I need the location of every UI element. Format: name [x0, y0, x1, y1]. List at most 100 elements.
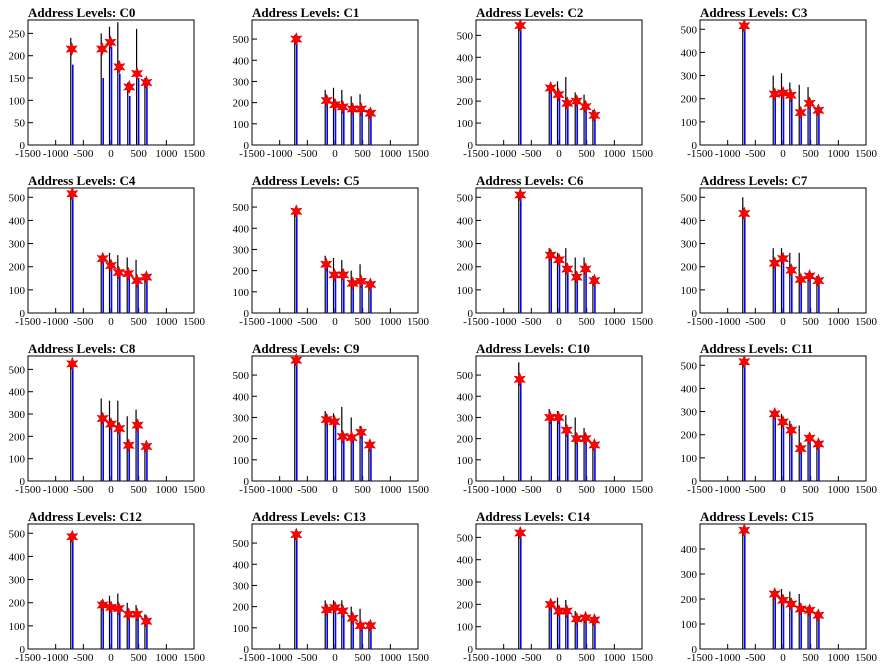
y-tick-label: 200 [681, 430, 698, 442]
x-tick-label: -500 [521, 652, 542, 664]
x-tick-label: 500 [578, 316, 595, 328]
peak-marker [768, 256, 781, 271]
x-tick-label: -500 [73, 484, 94, 496]
x-tick-label: 1500 [183, 652, 206, 664]
x-tick-label: 500 [802, 484, 819, 496]
chart-panel-c8: Address Levels: C80100200300400500-1500-… [9, 341, 206, 496]
peak-marker [336, 603, 350, 619]
peak-marker [776, 251, 790, 266]
y-tick-label: 400 [9, 387, 26, 399]
x-tick-label: 1500 [631, 484, 654, 496]
x-tick-label: -1000 [715, 316, 741, 328]
y-tick-label: 250 [9, 28, 26, 40]
chart-panel-c4: Address Levels: C40100200300400500-1500-… [9, 173, 206, 328]
x-tick-label: 0 [780, 316, 786, 328]
x-tick-label: 500 [130, 652, 147, 664]
peak-marker [346, 611, 359, 626]
peak-marker [560, 603, 574, 619]
x-tick-label: -500 [745, 484, 766, 496]
x-tick-label: 1500 [407, 484, 430, 496]
x-tick-label: 1000 [603, 484, 626, 496]
x-tick-label: 1500 [631, 148, 654, 160]
peak-marker [130, 66, 144, 81]
y-tick-label: 500 [457, 370, 474, 382]
chart-panel-c15: Address Levels: C15 0 100 200 300 400 -1500 -10… [681, 509, 878, 664]
y-tick-label: 300 [233, 412, 250, 424]
x-tick-label: 500 [354, 148, 371, 160]
chart-panel-c7: Address Levels: C70100200300400500-1500-… [681, 173, 878, 328]
chart-panel-c2: Address Levels: C20100200300400500-1500-… [457, 5, 654, 160]
x-tick-label: -1000 [43, 484, 69, 496]
peak-marker [289, 31, 303, 47]
peak-marker [65, 186, 79, 201]
y-tick-label: 100 [457, 622, 474, 634]
y-tick-label: 200 [9, 431, 26, 443]
x-tick-label: -1500 [687, 484, 713, 496]
y-tick-label: 0 [468, 140, 474, 152]
peak-marker [776, 85, 790, 101]
x-tick-label: 1000 [379, 148, 402, 160]
x-tick-label: -500 [73, 652, 94, 664]
chart-panel-c0: Address Levels: C0 0 50 100 150 200 250 -1500 -1… [9, 5, 206, 160]
x-tick-label: -500 [745, 652, 766, 664]
x-tick-label: 1500 [183, 316, 206, 328]
x-tick-label: 1500 [631, 652, 654, 664]
x-tick-label: -500 [521, 316, 542, 328]
peak-marker [588, 273, 601, 288]
peak-marker [812, 436, 825, 452]
x-tick-label: 1500 [407, 148, 430, 160]
y-tick-label: 500 [681, 192, 698, 204]
peak-marker [588, 108, 601, 123]
y-tick-label: 400 [681, 47, 698, 59]
y-tick-label: 400 [457, 52, 474, 64]
x-tick-label: -1500 [687, 316, 713, 328]
peak-marker [130, 607, 144, 622]
peak-marker [812, 608, 825, 623]
x-tick-label: 1000 [379, 484, 402, 496]
x-tick-label: 500 [802, 148, 819, 160]
y-tick-label: 0 [468, 644, 474, 656]
peak-marker [113, 421, 126, 436]
x-tick-label: 1000 [155, 484, 178, 496]
y-tick-label: 200 [9, 262, 26, 274]
chart-title: Address Levels: C7 [700, 173, 808, 188]
y-tick-label: 0 [20, 644, 26, 656]
peak-marker [354, 425, 368, 440]
y-tick-label: 400 [233, 223, 250, 235]
peak-marker [737, 18, 751, 33]
peak-marker [776, 414, 790, 430]
chart-panel-c3: Address Levels: C30100200300400500-1500-… [681, 5, 878, 160]
chart-title: Address Levels: C8 [28, 341, 136, 356]
peak-marker [803, 96, 816, 111]
x-tick-label: -500 [73, 316, 94, 328]
x-tick-label: 500 [802, 652, 819, 664]
peak-marker [794, 272, 807, 287]
x-tick-label: 1500 [407, 652, 430, 664]
y-tick-label: 300 [457, 239, 474, 251]
y-tick-label: 100 [681, 453, 698, 465]
x-tick-label: 500 [578, 148, 595, 160]
peak-marker [579, 431, 592, 446]
x-tick-label: -1500 [463, 148, 489, 160]
peak-marker [776, 593, 790, 608]
y-tick-label: 500 [457, 192, 474, 204]
y-tick-label: 200 [457, 434, 474, 446]
x-tick-label: 500 [354, 484, 371, 496]
peak-marker [319, 257, 333, 272]
peak-marker [328, 267, 341, 283]
peak-marker [513, 525, 527, 541]
x-tick-label: -1000 [491, 484, 517, 496]
x-tick-label: -1000 [491, 148, 517, 160]
y-tick-label: 200 [681, 94, 698, 106]
chart-title: Address Levels: C5 [252, 173, 360, 188]
peak-marker [364, 277, 377, 292]
x-tick-label: 1000 [155, 316, 178, 328]
y-tick-label: 0 [692, 140, 698, 152]
peak-marker [784, 88, 798, 103]
y-tick-label: 100 [233, 287, 250, 299]
peak-marker [121, 266, 135, 281]
x-tick-label: 500 [578, 484, 595, 496]
y-tick-label: 300 [9, 409, 26, 421]
peak-marker [364, 106, 377, 121]
y-tick-label: 100 [457, 118, 474, 130]
